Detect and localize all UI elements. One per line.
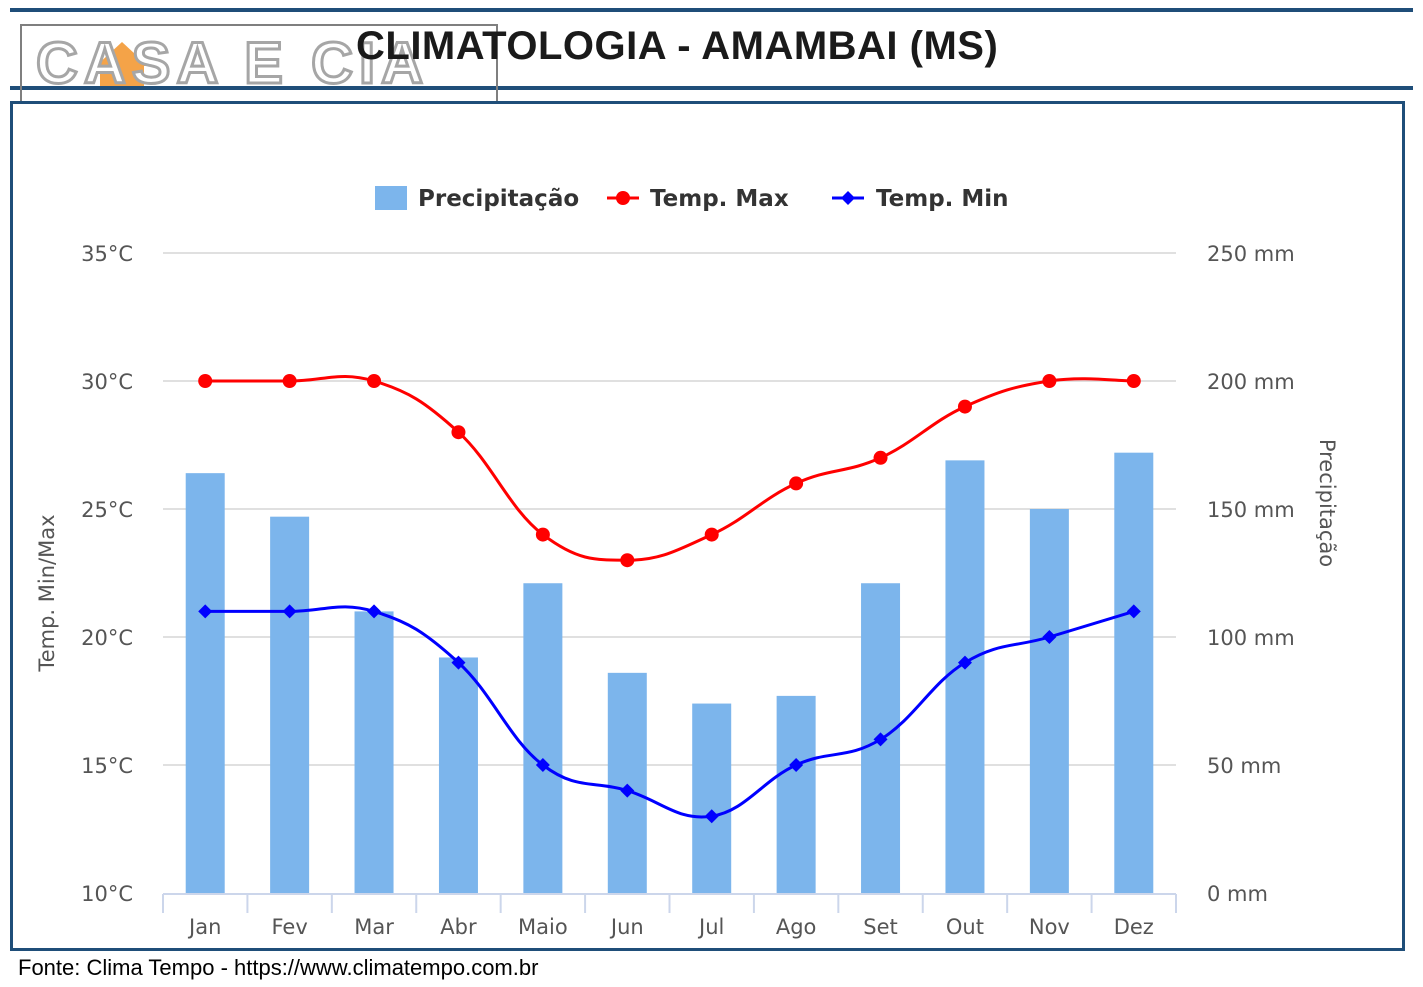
chart-frame: 10°C 0 mm 15°C 50 mm 20°C 100 mm 25°C 150 mm 30°… xyxy=(10,101,1405,951)
x-tick-label: Out xyxy=(946,915,984,939)
precip-bar xyxy=(607,672,647,893)
x-tick-label: Mar xyxy=(354,915,394,939)
precip-bar xyxy=(185,473,225,893)
left-tick-label: 35°C xyxy=(81,242,133,266)
left-tick-label: 15°C xyxy=(81,754,133,778)
tmin-point xyxy=(620,783,635,798)
tmax-point xyxy=(367,374,382,388)
precip-bar xyxy=(776,695,816,893)
left-tick-label: 25°C xyxy=(81,498,133,522)
x-tick-label: Fev xyxy=(271,915,307,939)
precip-bar xyxy=(438,657,478,893)
tmax-point xyxy=(198,374,213,388)
left-tick-label: 30°C xyxy=(81,370,133,394)
tmin-point xyxy=(367,604,382,619)
tmax-line xyxy=(205,374,1134,562)
tmax-point xyxy=(1126,374,1141,388)
right-tick-label: 250 mm xyxy=(1207,242,1295,266)
logo-house-icon xyxy=(100,64,144,86)
tmin-point xyxy=(198,604,213,619)
tmax-point xyxy=(1042,374,1057,388)
left-tick-label: 20°C xyxy=(81,626,133,650)
tmin-point xyxy=(873,732,888,747)
tmax-point xyxy=(282,374,297,388)
tmin-point xyxy=(704,809,719,824)
x-tick-label: Set xyxy=(863,915,897,939)
tmin-line xyxy=(205,605,1135,819)
x-tick-label: Ago xyxy=(776,915,817,939)
tmin-point xyxy=(282,604,297,619)
top-rule xyxy=(10,8,1413,12)
x-tick-label: Jan xyxy=(187,915,221,939)
x-tick-label: Abr xyxy=(440,915,477,939)
x-tick-label: Dez xyxy=(1114,915,1154,939)
tmax-point xyxy=(789,476,804,491)
precip-bar xyxy=(1114,452,1154,893)
legend-tmin-label: Temp. Min xyxy=(876,186,1009,212)
right-tick-label: 100 mm xyxy=(1207,626,1295,650)
x-tick-label: Jul xyxy=(697,915,724,939)
x-tick-label: Maio xyxy=(518,915,568,939)
tmin-point xyxy=(451,655,466,670)
climate-chart: 10°C 0 mm 15°C 50 mm 20°C 100 mm 25°C 150 mm 30°… xyxy=(35,186,1339,939)
legend-precip-label: Precipitação xyxy=(418,186,579,212)
tmin-point xyxy=(789,758,804,772)
right-tick-label: 50 mm xyxy=(1207,754,1281,778)
tmin-point xyxy=(535,758,550,772)
tmax-point xyxy=(535,527,550,542)
tmin-point xyxy=(957,655,972,670)
right-axis-title: Precipitação xyxy=(1315,439,1339,567)
tmin-point xyxy=(1126,604,1141,619)
precip-bar xyxy=(523,583,563,893)
tmax-point xyxy=(620,553,635,568)
precip-bar xyxy=(270,516,310,893)
right-tick-label: 150 mm xyxy=(1207,498,1295,522)
tmin-point xyxy=(1042,630,1057,644)
legend-precip-swatch xyxy=(375,186,407,210)
left-axis-title: Temp. Min/Max xyxy=(35,514,59,672)
tmax-point xyxy=(957,399,972,414)
logo-roof-icon xyxy=(96,42,148,66)
tmax-point xyxy=(704,527,719,542)
legend-tmin-marker xyxy=(841,191,855,205)
precip-bar xyxy=(354,611,394,893)
title-rule xyxy=(10,86,1413,90)
source-note: Fonte: Clima Tempo - https://www.climate… xyxy=(18,955,539,980)
tmax-point xyxy=(873,450,888,465)
legend-tmax-label: Temp. Max xyxy=(650,186,789,212)
precip-bar xyxy=(692,703,732,893)
tmax-point xyxy=(451,425,466,440)
page-title: CLIMATOLOGIA - AMAMBAI (MS) xyxy=(356,24,999,68)
x-tick-label: Jun xyxy=(609,915,644,939)
x-tick-label: Nov xyxy=(1029,915,1070,939)
left-tick-label: 10°C xyxy=(81,882,133,906)
right-tick-label: 200 mm xyxy=(1207,370,1295,394)
legend-tmax-marker xyxy=(616,191,630,205)
right-tick-label: 0 mm xyxy=(1207,882,1268,906)
logo-text: CASA E CIA xyxy=(35,30,429,98)
precip-bar xyxy=(945,460,985,893)
precip-bar xyxy=(1029,509,1069,893)
